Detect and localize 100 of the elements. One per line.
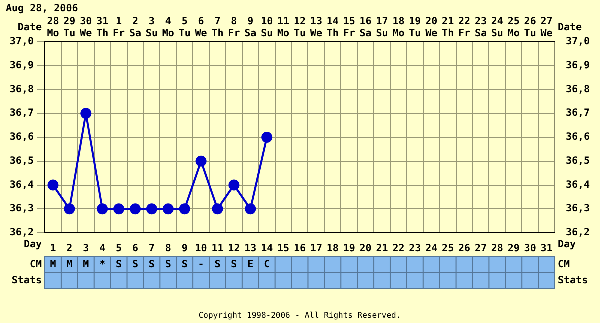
y2-tick-label: 37,0 (566, 36, 590, 48)
x2-tick-label: 14 (261, 244, 274, 255)
y2-tick-label: 36,9 (566, 60, 590, 72)
x2-tick-label: 25 (442, 244, 454, 255)
text: Stats (12, 276, 42, 287)
x-tick-label: 13 We (310, 16, 322, 40)
y2-tick-label: 36,5 (566, 156, 590, 167)
x-tick-label: 1 Fr (113, 16, 126, 40)
text: S (214, 260, 221, 271)
x-tick-label: 26 Tu (524, 16, 536, 40)
text: E (248, 260, 254, 271)
x-tick-label: 7 Th (212, 16, 224, 40)
x-tick-label: 6 We (195, 16, 208, 40)
text: S (165, 260, 172, 271)
text: M (50, 260, 56, 271)
x2-tick-label: 15 (278, 244, 290, 255)
x2-tick-label: 30 (524, 244, 536, 255)
text: M (66, 260, 73, 271)
y2-tick-label: 36,2 (566, 228, 590, 239)
y-tick-label: 36,5 (10, 156, 34, 167)
x2-tick-label: 4 (100, 244, 106, 255)
x-tick-label: 23 Sa (474, 16, 487, 40)
x-tick-label: 28 Mo (47, 16, 60, 40)
x2-tick-label: 28 (491, 244, 504, 255)
x2-tick-label: 16 (294, 244, 306, 255)
text: C (264, 260, 270, 271)
x2-tick-label: 1 (50, 244, 56, 255)
x2-tick-label: 23 (409, 244, 422, 255)
x2-tick-label: 17 (310, 244, 322, 255)
x-tick-label: 14 Th (326, 16, 339, 40)
y2-tick-label: 36,3 (566, 204, 590, 215)
y-tick-label: 37,0 (10, 36, 34, 48)
text: S (231, 260, 238, 271)
y-tick-label: 36,9 (10, 60, 34, 72)
y2-tick-label: 36,7 (566, 108, 590, 120)
x-tick-label: 21 Th (442, 16, 454, 40)
text: M (83, 260, 90, 271)
x-tick-label: 4 Mo (162, 16, 174, 40)
x-tick-label: 9 Sa (244, 16, 257, 40)
x2-tick-label: 18 (326, 244, 339, 255)
x2-tick-label: 13 (244, 244, 257, 255)
text: S (132, 260, 138, 271)
text: Date (18, 22, 42, 34)
x2-tick-label: 6 (132, 244, 138, 255)
x-tick-label: 27 We (540, 16, 553, 40)
x2-tick-label: 24 (426, 244, 438, 255)
x-tick-label: 20 We (426, 16, 438, 40)
text: Day (24, 240, 42, 251)
x2-tick-label: 27 (474, 244, 487, 255)
x2-tick-label: 20 (360, 244, 372, 255)
x2-tick-label: 31 (540, 244, 553, 255)
x-tick-label: 30 We (80, 16, 92, 40)
x-axis-title: Date (558, 22, 582, 34)
text: Copyright 1998-2006 - All Rights Reserved. (198, 311, 402, 320)
x-tick-label: 29 Tu (64, 16, 76, 40)
x2-tick-label: 29 (508, 244, 520, 255)
y-tick-label: 36,8 (10, 84, 34, 96)
x2-axis-title: Day (558, 240, 576, 251)
text: S (148, 260, 155, 271)
text: CM (30, 260, 42, 271)
x2-tick-label: 10 (195, 244, 208, 255)
x-tick-label: 18 Mo (392, 16, 405, 40)
x2-tick-label: 5 (116, 244, 122, 255)
text: Stats (558, 276, 588, 287)
x-tick-label: 17 Su (376, 16, 388, 40)
y-tick-label: 36,4 (10, 180, 34, 191)
x-tick-label: 25 Mo (508, 16, 520, 40)
x2-tick-label: 8 (165, 244, 172, 255)
text: S (182, 260, 188, 271)
x2-tick-label: 3 (83, 244, 90, 255)
chart-title: Aug 28, 2006 (6, 4, 78, 15)
y2-tick-label: 36,6 (566, 132, 590, 144)
x-tick-label: 2 Sa (129, 16, 142, 40)
y-tick-label: 36,7 (10, 108, 34, 120)
text: - (198, 260, 204, 271)
x-tick-label: 10 Su (261, 16, 274, 40)
x2-tick-label: 2 (66, 244, 73, 255)
text: S (116, 260, 122, 271)
x2-tick-label: 21 (376, 244, 388, 255)
x-tick-label: 11 Mo (278, 16, 290, 40)
text: CM (558, 260, 570, 271)
x2-tick-label: 26 (458, 244, 471, 255)
x-tick-label: 15 Fr (343, 16, 356, 40)
text: * (100, 260, 106, 271)
x-tick-label: 12 Tu (294, 16, 306, 40)
y-tick-label: 36,3 (10, 204, 34, 215)
x-tick-label: 24 Su (491, 16, 504, 40)
x-tick-label: 22 Fr (458, 16, 471, 40)
y2-tick-label: 36,8 (566, 84, 590, 96)
x-tick-label: 19 Tu (409, 16, 422, 40)
x2-tick-label: 22 (392, 244, 405, 255)
x-tick-label: 3 Su (146, 16, 158, 40)
x2-tick-label: 19 (343, 244, 356, 255)
x-tick-label: 16 Sa (360, 16, 372, 40)
x2-tick-label: 11 (212, 244, 224, 255)
x-tick-label: 8 Fr (228, 16, 240, 40)
x2-tick-label: 9 (182, 244, 188, 255)
y-tick-label: 36,2 (10, 228, 34, 239)
x-tick-label: 5 Tu (178, 16, 191, 40)
x2-tick-label: 7 (148, 244, 155, 255)
